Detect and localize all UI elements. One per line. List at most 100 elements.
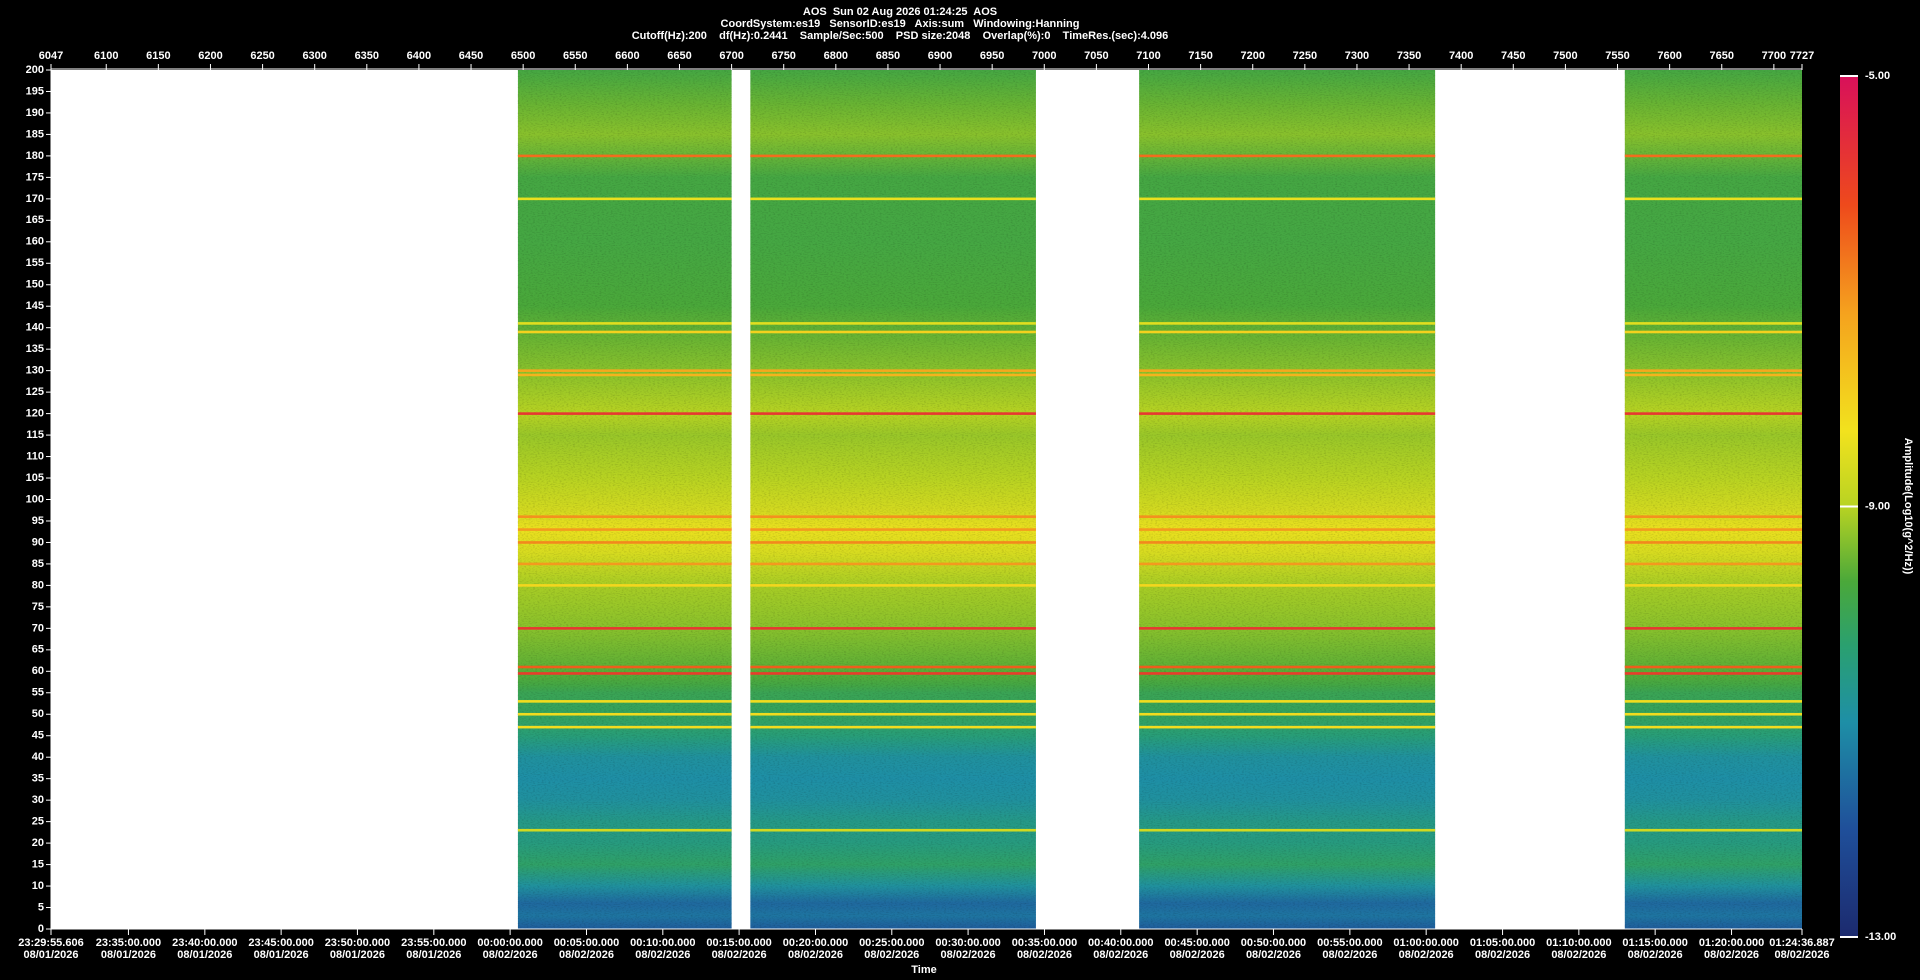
x-tick-label: 6900 <box>928 50 952 62</box>
spectral-line <box>1139 584 1436 587</box>
time-tick-label: 00:50:00.000 <box>1241 937 1306 949</box>
spectral-line <box>750 330 1036 334</box>
spectral-line <box>750 154 1036 158</box>
x-tick-label: 6250 <box>250 50 274 62</box>
chart-title: AOS Sun 02 Aug 2026 01:24:25 AOS <box>803 6 997 18</box>
y-tick-label: 80 <box>32 579 44 591</box>
y-tick-label: 200 <box>26 64 44 76</box>
spectral-line <box>1624 369 1802 372</box>
y-tick-label: 130 <box>26 365 44 377</box>
x-tick-label: 7100 <box>1136 50 1160 62</box>
date-tick-label: 08/02/2026 <box>559 949 614 961</box>
spectral-line <box>1139 562 1436 566</box>
spectral-line <box>750 322 1036 325</box>
spectral-line <box>1624 725 1802 729</box>
y-tick-label: 90 <box>32 536 44 548</box>
time-tick-label: 00:20:00.000 <box>783 937 848 949</box>
date-tick-label: 08/02/2026 <box>635 949 690 961</box>
date-tick-label: 08/01/2026 <box>177 949 232 961</box>
time-tick-label: 23:40:00.000 <box>172 937 237 949</box>
x-tick-label: 6100 <box>94 50 118 62</box>
spectral-line <box>1139 712 1436 716</box>
spectral-line <box>1139 373 1436 377</box>
x-tick-label: 7250 <box>1293 50 1317 62</box>
date-tick-label: 08/02/2026 <box>712 949 767 961</box>
spectral-line <box>1624 665 1802 669</box>
y-tick-label: 125 <box>26 386 44 398</box>
spectral-line <box>750 700 1036 703</box>
colorbar-tick-label: -13.00 <box>1865 931 1896 943</box>
y-tick-label: 150 <box>26 279 44 291</box>
x-tick-label: 6150 <box>146 50 170 62</box>
date-tick-label: 08/02/2026 <box>1475 949 1530 961</box>
x-tick-label: 6300 <box>302 50 326 62</box>
y-tick-label: 195 <box>26 85 44 97</box>
date-tick-label: 08/01/2026 <box>406 949 461 961</box>
x-tick-label: 6200 <box>198 50 222 62</box>
spectral-line <box>1624 412 1802 415</box>
spectral-line <box>1139 665 1436 669</box>
spectral-line <box>1139 154 1436 158</box>
spectral-line <box>750 725 1036 729</box>
noise-texture <box>750 70 1036 929</box>
spectral-line <box>750 562 1036 566</box>
time-tick-label: 00:15:00.000 <box>706 937 771 949</box>
x-tick-label: 7700 <box>1762 50 1786 62</box>
spectral-line <box>517 665 732 669</box>
date-tick-label: 08/02/2026 <box>1399 949 1454 961</box>
x-axis-label: Time <box>911 964 936 976</box>
spectral-line <box>1139 672 1436 675</box>
x-tick-label: 7150 <box>1188 50 1212 62</box>
date-tick-label: 08/02/2026 <box>1170 949 1225 961</box>
spectral-line <box>517 725 732 729</box>
spectral-line <box>1139 515 1436 518</box>
spectral-line <box>1139 541 1436 544</box>
time-tick-label: 00:25:00.000 <box>859 937 924 949</box>
spectral-line <box>750 828 1036 832</box>
spectral-line <box>517 712 732 716</box>
spectral-line <box>1624 197 1802 201</box>
colorbar-tick-label: -5.00 <box>1865 70 1890 82</box>
spectral-line <box>517 373 732 377</box>
y-tick-label: 50 <box>32 708 44 720</box>
time-tick-label: 23:55:00.000 <box>401 937 466 949</box>
y-tick-label: 40 <box>32 751 44 763</box>
y-tick-label: 155 <box>26 257 44 269</box>
x-tick-label: 6500 <box>511 50 535 62</box>
spectral-line <box>750 412 1036 415</box>
spectral-line <box>517 412 732 415</box>
spectral-line <box>517 154 732 158</box>
date-tick-label: 08/02/2026 <box>1628 949 1683 961</box>
x-tick-label: 7400 <box>1449 50 1473 62</box>
colorbar-label: Amplitude(Log10(g^2/Hz)) <box>1902 438 1914 575</box>
spectral-line <box>750 584 1036 587</box>
date-tick-label: 08/01/2026 <box>23 949 78 961</box>
date-tick-label: 08/02/2026 <box>864 949 919 961</box>
x-tick-label: 7500 <box>1553 50 1577 62</box>
y-tick-label: 15 <box>32 858 44 870</box>
date-tick-label: 08/01/2026 <box>254 949 309 961</box>
y-tick-label: 85 <box>32 558 44 570</box>
date-tick-label: 08/02/2026 <box>1774 949 1829 961</box>
time-tick-label: 00:05:00.000 <box>554 937 619 949</box>
x-tick-label: 6950 <box>980 50 1004 62</box>
y-tick-label: 190 <box>26 107 44 119</box>
x-tick-label: 7550 <box>1605 50 1629 62</box>
y-tick-label: 45 <box>32 730 44 742</box>
y-tick-label: 5 <box>38 901 44 913</box>
x-tick-label: 7450 <box>1501 50 1525 62</box>
y-tick-label: 100 <box>26 493 44 505</box>
spectral-line <box>517 197 732 201</box>
noise-texture <box>1624 70 1802 929</box>
spectral-line <box>750 373 1036 377</box>
date-tick-label: 08/02/2026 <box>1246 949 1301 961</box>
x-tick-label: 7200 <box>1240 50 1264 62</box>
date-tick-label: 08/02/2026 <box>1093 949 1148 961</box>
date-tick-label: 08/02/2026 <box>1017 949 1072 961</box>
y-tick-label: 35 <box>32 773 44 785</box>
y-tick-label: 10 <box>32 880 44 892</box>
y-tick-label: 170 <box>26 193 44 205</box>
spectral-line <box>517 330 732 334</box>
spectral-line <box>1624 154 1802 158</box>
